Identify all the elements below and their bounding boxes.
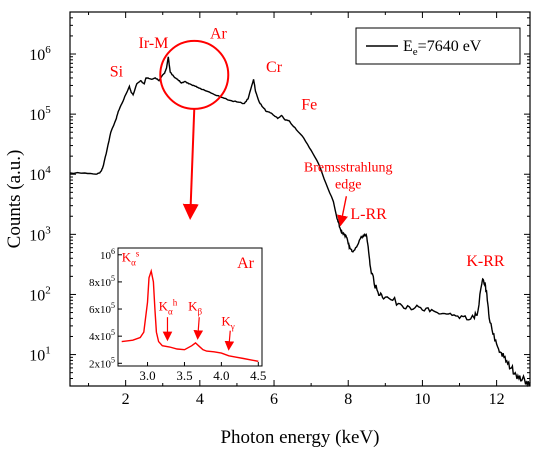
y-axis-label: Counts (a.u.) [4, 150, 25, 249]
peak-annotation: Ar [210, 26, 228, 43]
inset-y-tick-label: 6x105 [89, 301, 115, 316]
inset-x-tick-label: 3.5 [176, 368, 192, 383]
y-tick-label: 104 [29, 164, 51, 184]
y-tick-exp: 2 [45, 284, 51, 296]
x-tick-label: 6 [270, 391, 278, 408]
y-tick-base: 10 [29, 107, 45, 124]
inset-y-tick-label: 4x105 [89, 328, 115, 343]
peak-annotation: K-RR [466, 253, 505, 270]
y-tick-label: 105 [29, 104, 51, 124]
y-tick-base: 10 [29, 227, 45, 244]
peak-annotation: Bremsstrahlung [304, 161, 393, 176]
inset-y-exp: 5 [111, 328, 115, 337]
k-base: K [221, 313, 231, 328]
x-tick-label: 4 [196, 391, 204, 408]
x-tick-label: 12 [489, 391, 505, 408]
y-tick-base: 10 [29, 348, 45, 365]
inset-k-label: Kβ [188, 298, 202, 316]
inset-y-exp: 5 [111, 301, 115, 310]
y-tick-exp: 6 [45, 44, 51, 56]
zoom-circle [159, 39, 230, 110]
legend-tail: =7640 eV [418, 38, 482, 55]
inset-y-mant: 8x10 [89, 277, 112, 289]
inset-spectrum-line [121, 268, 259, 362]
plot-frame [69, 11, 531, 387]
inset-x-tick-label: 4.5 [250, 368, 266, 383]
inset-x-tick-label: 4.0 [213, 368, 229, 383]
y-tick-base: 10 [29, 287, 45, 304]
inset-y-mant: 4x10 [89, 331, 112, 343]
k-sup: s [136, 249, 140, 259]
peak-annotation: Fe [301, 96, 317, 113]
peak-annotation: edge [335, 177, 361, 192]
y-tick-exp: 5 [45, 104, 51, 116]
y-tick-base: 10 [29, 47, 45, 64]
legend-main: E [403, 38, 413, 55]
edge-arrow [336, 196, 348, 227]
y-tick-label: 101 [29, 345, 51, 365]
k-sub: α [131, 258, 136, 268]
inset-y-mant: 6x10 [89, 304, 112, 316]
zoom-arrow [182, 108, 199, 220]
y-tick-exp: 3 [45, 224, 51, 236]
peak-annotation: Ir-M [139, 35, 169, 52]
peak-annotation: L-RR [350, 206, 387, 223]
inset-y-tick-label: 106 [100, 247, 115, 262]
inset-arrow [224, 330, 235, 351]
inset-y-exp: 6 [111, 247, 115, 256]
peak-annotation: Si [110, 64, 124, 81]
x-tick-label: 10 [414, 391, 430, 408]
x-tick-label: 2 [122, 391, 130, 408]
legend-label: Ee=7640 eV [403, 38, 482, 58]
k-base: K [188, 298, 198, 313]
inset-y-tick-label: 8x105 [89, 274, 115, 289]
inset-y-mant: 2x10 [89, 358, 112, 370]
k-base: K [122, 250, 132, 265]
k-sub: γ [230, 321, 235, 331]
inset-k-label: Kαh [159, 297, 178, 316]
x-tick-label: 8 [344, 391, 352, 408]
inset-y-exp: 5 [111, 355, 115, 364]
y-tick-exp: 4 [45, 164, 51, 176]
inset-title: Ar [237, 255, 255, 272]
legend-sub: e [413, 46, 418, 58]
y-tick-base: 10 [29, 167, 45, 184]
inset-x-tick-label: 3.0 [139, 368, 155, 383]
inset-y-tick-label: 2x105 [89, 355, 115, 370]
inset-y-mant: 10 [100, 250, 112, 262]
inset-k-label: Kαs [122, 249, 140, 268]
k-sub: β [198, 306, 203, 316]
inset-arrow [193, 317, 204, 340]
main-spectrum-line [69, 56, 531, 388]
inset-k-label: Kγ [221, 313, 234, 331]
y-tick-exp: 1 [45, 345, 51, 357]
k-base: K [159, 298, 169, 313]
k-sub: α [168, 306, 173, 316]
k-sup: h [173, 297, 178, 307]
x-axis-label: Photon energy (keV) [220, 427, 379, 448]
peak-annotation: Cr [266, 59, 283, 76]
y-tick-label: 102 [29, 284, 51, 304]
inset-y-exp: 5 [111, 274, 115, 283]
y-tick-label: 103 [29, 224, 51, 244]
y-tick-label: 106 [29, 44, 51, 64]
